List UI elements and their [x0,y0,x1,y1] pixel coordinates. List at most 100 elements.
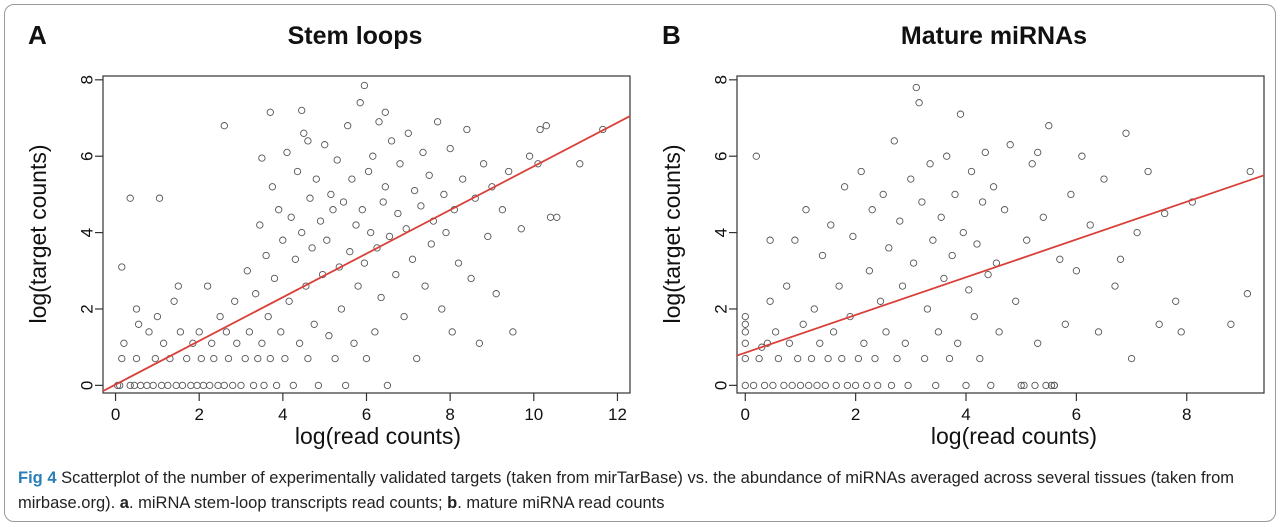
data-point [909,259,918,267]
data-point [387,137,396,145]
data-point [943,152,951,160]
data-point [266,108,274,116]
data-point [802,206,810,214]
data-point [509,328,517,336]
data-point [231,297,239,305]
y-tick-label: 0 [712,381,731,390]
data-point [362,354,371,363]
data-point [741,354,749,363]
data-point [289,381,297,390]
x-tick-label: 0 [741,405,750,424]
data-point [325,332,333,340]
data-point [157,381,166,390]
data-point [421,282,429,290]
data-point [1177,328,1185,336]
x-axis-label: log(read counts) [295,423,461,449]
data-point [967,167,976,176]
data-point [1020,381,1028,390]
data-point [1050,381,1058,390]
data-point [1006,141,1014,149]
data-point [553,213,561,221]
data-point [132,354,141,363]
data-point [350,339,358,347]
data-point [252,290,260,298]
x-tick-label: 2 [851,405,860,424]
data-point [306,194,314,202]
data-point [824,354,832,363]
data-point [954,339,962,347]
data-point [172,381,180,390]
data-point [448,328,456,336]
data-point [174,282,182,290]
data-point [369,152,377,160]
data-point [785,339,794,347]
data-point [446,144,454,153]
figure-frame [4,4,1276,522]
data-point [281,354,289,363]
x-axis-label: log(read counts) [931,423,1097,449]
data-point [425,171,433,179]
x-tick-label: 8 [1182,405,1191,424]
data-point [838,354,846,363]
data-point [818,251,827,260]
data-point [295,339,304,347]
data-point [118,354,126,363]
data-point [915,99,923,107]
data-point [882,328,890,336]
data-point [304,354,312,363]
data-point [1061,320,1069,328]
data-point [1100,175,1108,183]
data-point [298,106,306,115]
data-point [987,381,995,390]
data-point [143,381,151,390]
data-point [851,381,860,390]
data-point [358,206,366,214]
data-point [780,381,788,390]
data-point [383,381,392,390]
data-point [199,381,208,390]
data-points [113,81,607,390]
data-point [752,152,760,160]
data-point [237,381,245,390]
data-point [197,354,205,363]
data-point [1045,122,1053,130]
data-point [312,175,320,183]
data-point [266,354,274,363]
data-point [849,232,857,241]
data-point [126,381,134,390]
data-point [264,312,272,321]
data-point [1042,381,1050,390]
data-point [216,312,224,321]
data-point [932,381,940,390]
data-point [321,141,329,149]
plot-frame [736,75,1265,394]
data-point [463,125,471,134]
data-point [962,381,970,390]
data-point [304,137,312,145]
data-point [1034,339,1042,347]
data-point [149,381,157,390]
data-point [1144,167,1152,176]
data-point [901,339,909,347]
data-point [249,381,258,390]
data-point [984,270,992,279]
data-point [241,354,249,363]
data-point [796,381,805,390]
x-tick-label: 8 [445,405,454,424]
data-point [333,156,341,164]
data-point [467,274,475,283]
data-point [760,381,769,390]
x-tick-label: 10 [524,405,543,424]
data-point [381,108,389,116]
data-point [857,167,865,176]
chart-title-stem-loops: Stem loops [288,22,423,50]
data-point [978,198,987,206]
data-point [394,209,402,218]
data-point [208,339,216,347]
plot-frame [102,75,631,394]
data-point [816,339,824,347]
data-point [272,381,281,390]
data-point [1243,290,1252,298]
data-point [413,354,421,363]
data-point [339,198,348,206]
